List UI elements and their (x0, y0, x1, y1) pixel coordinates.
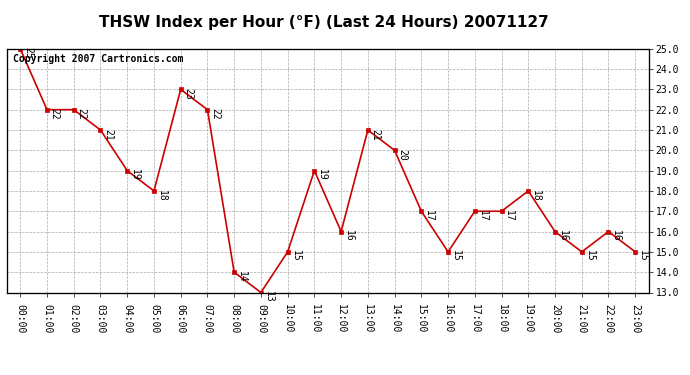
Text: 15:00: 15:00 (416, 304, 426, 333)
Text: 05:00: 05:00 (149, 304, 159, 333)
Text: 17:00: 17:00 (470, 304, 480, 333)
Text: 19:00: 19:00 (523, 304, 533, 333)
Text: THSW Index per Hour (°F) (Last 24 Hours) 20071127: THSW Index per Hour (°F) (Last 24 Hours)… (99, 15, 549, 30)
Text: Copyright 2007 Cartronics.com: Copyright 2007 Cartronics.com (13, 54, 184, 64)
Text: 14: 14 (237, 271, 247, 282)
Text: 03:00: 03:00 (95, 304, 106, 333)
Text: 09:00: 09:00 (256, 304, 266, 333)
Text: 15: 15 (451, 251, 461, 262)
Text: 01:00: 01:00 (42, 304, 52, 333)
Text: 15: 15 (290, 251, 300, 262)
Text: 17: 17 (424, 210, 434, 222)
Text: 16: 16 (558, 230, 568, 242)
Text: 19: 19 (130, 169, 140, 181)
Text: 22: 22 (77, 108, 86, 120)
Text: 04:00: 04:00 (122, 304, 132, 333)
Text: 18:00: 18:00 (497, 304, 506, 333)
Text: 20:00: 20:00 (550, 304, 560, 333)
Text: 18: 18 (157, 189, 167, 201)
Text: 02:00: 02:00 (69, 304, 79, 333)
Text: 00:00: 00:00 (15, 304, 26, 333)
Text: 15: 15 (638, 251, 648, 262)
Text: 12:00: 12:00 (336, 304, 346, 333)
Text: 23:00: 23:00 (630, 304, 640, 333)
Text: 16: 16 (344, 230, 354, 242)
Text: 22: 22 (210, 108, 220, 120)
Text: 21: 21 (104, 129, 113, 140)
Text: 17: 17 (477, 210, 488, 222)
Text: 23: 23 (184, 88, 193, 100)
Text: 17: 17 (504, 210, 514, 222)
Text: 20: 20 (397, 149, 407, 160)
Text: 08:00: 08:00 (229, 304, 239, 333)
Text: 16:00: 16:00 (443, 304, 453, 333)
Text: 22:00: 22:00 (604, 304, 613, 333)
Text: 13: 13 (264, 291, 274, 303)
Text: 19: 19 (317, 169, 327, 181)
Text: 14:00: 14:00 (390, 304, 400, 333)
Text: 25: 25 (23, 47, 33, 59)
Text: 18: 18 (531, 189, 541, 201)
Text: 15: 15 (584, 251, 595, 262)
Text: 11:00: 11:00 (309, 304, 319, 333)
Text: 07:00: 07:00 (202, 304, 213, 333)
Text: 10:00: 10:00 (283, 304, 293, 333)
Text: 21: 21 (371, 129, 381, 140)
Text: 22: 22 (50, 108, 60, 120)
Text: 21:00: 21:00 (577, 304, 586, 333)
Text: 06:00: 06:00 (176, 304, 186, 333)
Text: 16: 16 (611, 230, 621, 242)
Text: 13:00: 13:00 (363, 304, 373, 333)
